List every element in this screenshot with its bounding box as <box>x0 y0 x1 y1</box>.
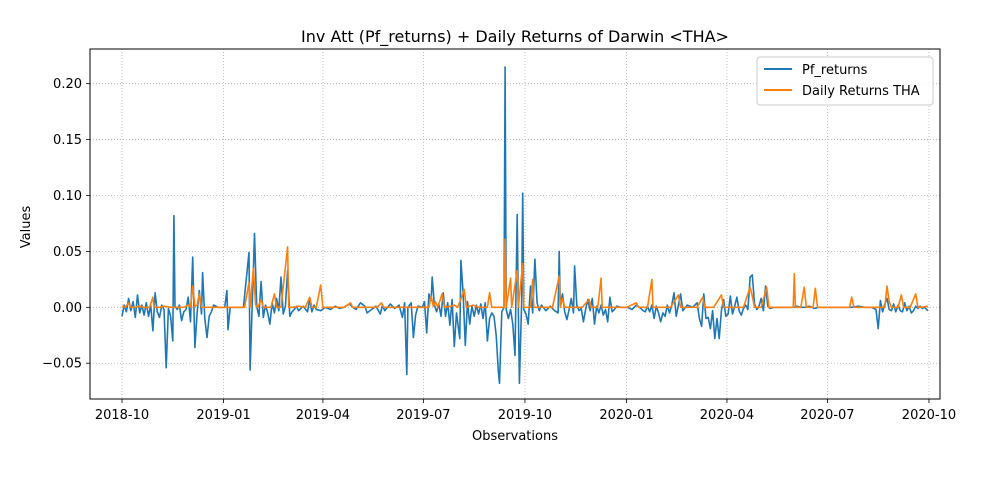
x-tick-label: 2020-04 <box>700 408 754 423</box>
chart-title: Inv Att (Pf_returns) + Daily Returns of … <box>301 27 729 47</box>
x-tick-label: 2020-10 <box>902 408 956 423</box>
y-tick-label: 0.20 <box>53 77 82 92</box>
legend-label-daily-returns-tha: Daily Returns THA <box>802 84 920 99</box>
y-axis-label: Values <box>19 206 34 249</box>
y-tick-label: 0.00 <box>53 301 82 316</box>
x-tick-label: 2019-07 <box>396 408 450 423</box>
x-tick-label: 2019-01 <box>196 408 250 423</box>
series-line-daily-returns-tha <box>121 238 929 309</box>
x-tick-label: 2019-04 <box>296 408 350 423</box>
plot-frame <box>89 48 941 400</box>
x-tick-label: 2020-07 <box>800 408 854 423</box>
y-axis-ticks: −0.05 0.00 0.05 0.10 0.15 0.20 <box>42 77 90 372</box>
y-tick-label: −0.05 <box>42 357 82 372</box>
legend-box <box>756 56 934 106</box>
y-tick-label: 0.05 <box>53 245 82 260</box>
x-tick-label: 2018-10 <box>95 408 149 423</box>
y-tick-label: 0.15 <box>53 133 82 148</box>
series-layer <box>121 66 929 385</box>
x-gridlines <box>121 49 930 399</box>
y-tick-label: 0.10 <box>53 189 82 204</box>
x-axis-label: Observations <box>472 429 558 444</box>
x-axis-ticks: 2018-10 2019-01 2019-04 2019-07 2019-10 2020-… <box>95 399 956 423</box>
legend-label-pf-returns: Pf_returns <box>802 63 868 78</box>
x-tick-label: 2020-01 <box>599 408 653 423</box>
x-tick-label: 2019-10 <box>498 408 552 423</box>
legend: Pf_returns Daily Returns THA <box>756 56 934 106</box>
series-line-pf-returns <box>121 66 929 385</box>
